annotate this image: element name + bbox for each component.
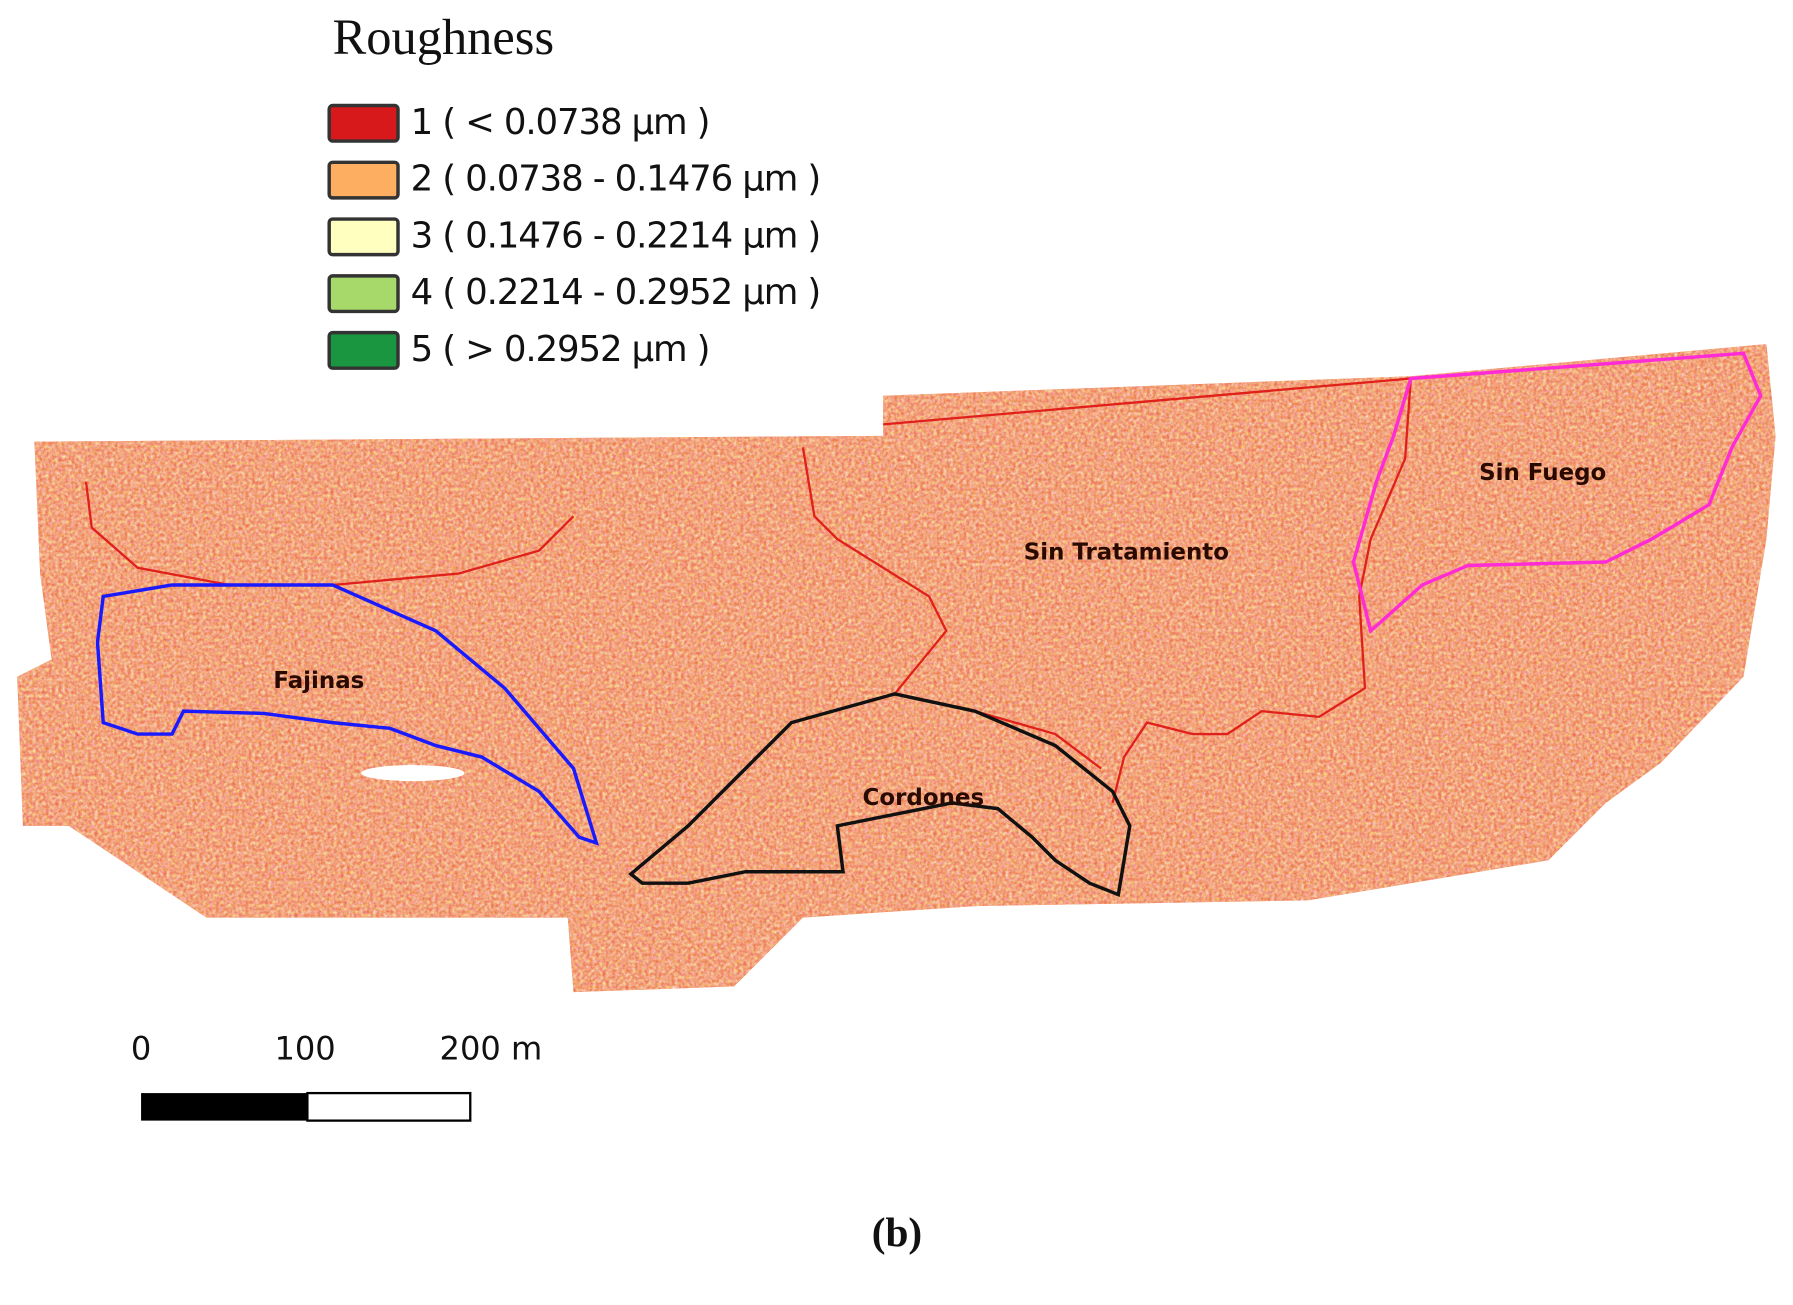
cordones-outline xyxy=(628,692,1132,898)
scale-segment xyxy=(306,1091,472,1122)
legend-swatch xyxy=(327,274,400,314)
region-label: Sin Tratamiento xyxy=(1024,539,1229,565)
legend-swatch xyxy=(327,160,400,200)
fajinas-outline xyxy=(95,583,600,846)
legend-title: Roughness xyxy=(333,9,554,65)
map-body: Fajinas Cordones Sin Tratamiento Sin Fue… xyxy=(17,9,1776,1256)
boundary-line xyxy=(801,447,1102,770)
legend-label: 3 ( 0.1476 - 0.2214 µm ) xyxy=(411,215,820,256)
void-area xyxy=(361,765,465,782)
region-label: Fajinas xyxy=(273,668,364,694)
region-label: Sin Fuego xyxy=(1479,460,1606,486)
sin-fuego-outline xyxy=(1351,351,1763,635)
legend-swatch xyxy=(327,330,400,370)
raster-texture xyxy=(17,344,1776,993)
scale-segment xyxy=(141,1093,308,1121)
legend-label: 1 ( < 0.0738 µm ) xyxy=(411,102,710,143)
legend-label: 5 ( > 0.2952 µm ) xyxy=(411,329,710,370)
region-label: Cordones xyxy=(863,785,985,811)
legend-label: 4 ( 0.2214 - 0.2952 µm ) xyxy=(411,272,820,313)
legend-swatch xyxy=(327,217,400,257)
scale-label: 0 xyxy=(131,1030,151,1068)
legend: 1 ( < 0.0738 µm ) 2 ( 0.0738 - 0.1476 µm … xyxy=(327,102,821,370)
boundary-line xyxy=(883,377,1413,804)
caption: (b) xyxy=(872,1209,922,1256)
legend-swatch xyxy=(327,103,400,143)
scale-bar: 0 100 200 m xyxy=(131,1030,543,1122)
legend-label: 2 ( 0.0738 - 0.1476 µm ) xyxy=(411,159,820,200)
scale-label: 200 m xyxy=(440,1030,543,1068)
scale-label: 100 xyxy=(274,1030,335,1068)
